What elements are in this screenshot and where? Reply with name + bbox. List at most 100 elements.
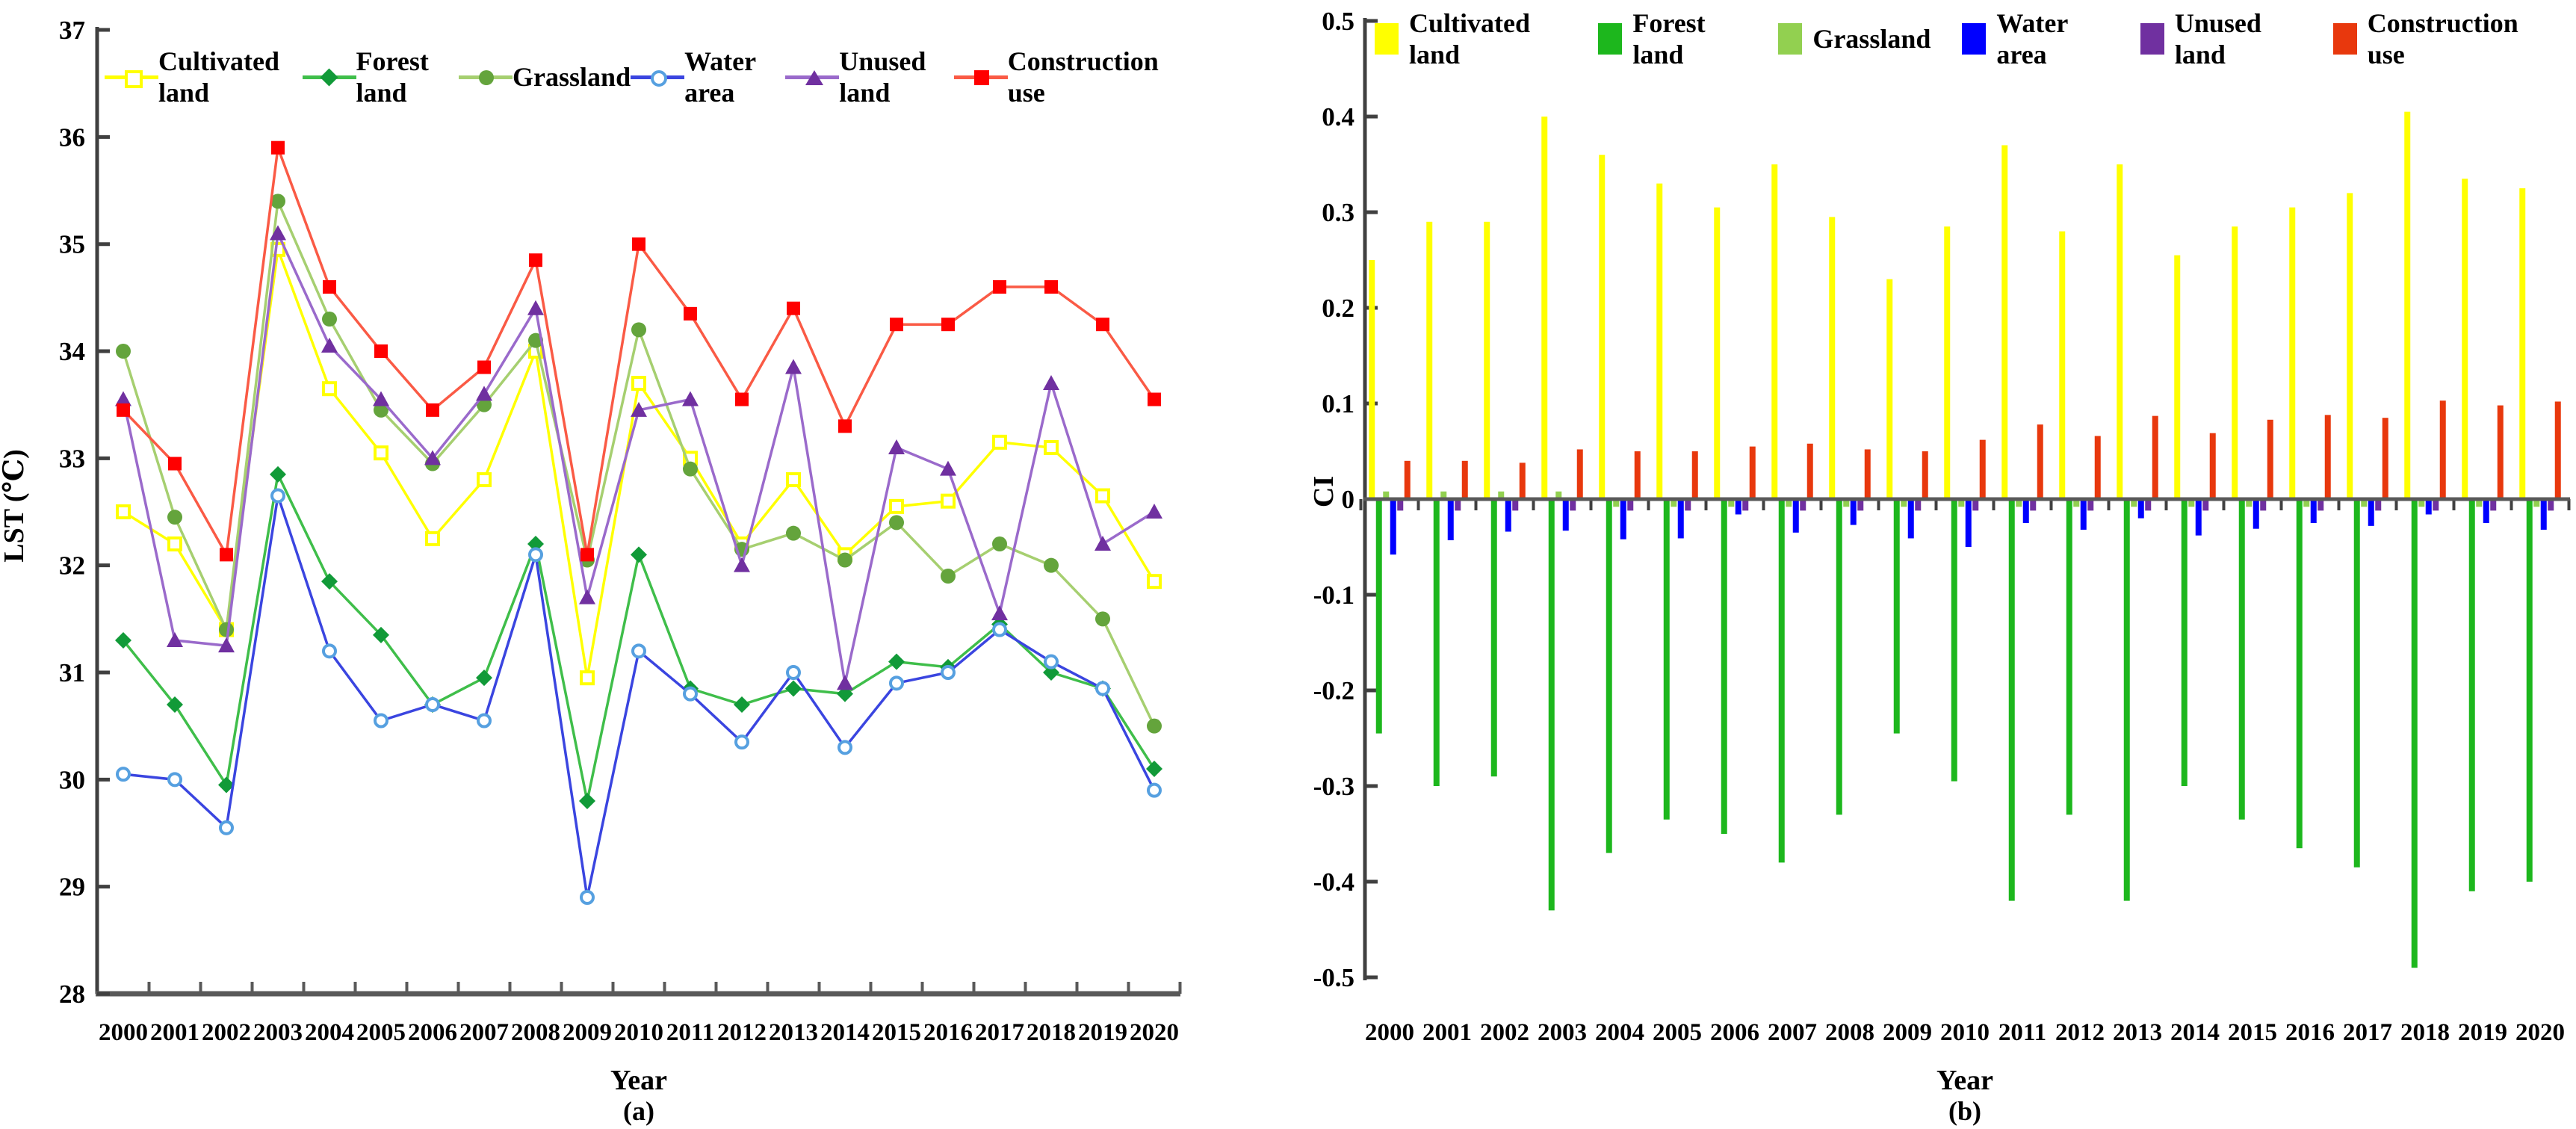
bar-water-area-2019 (2483, 499, 2489, 523)
point-forest-land-2020 (1146, 761, 1162, 778)
bar-grassland-2018 (2418, 499, 2425, 507)
svg-text:0.1: 0.1 (1322, 389, 1354, 418)
point-cultivated-land-2001 (167, 536, 182, 552)
bar-grassland-2004 (1613, 499, 1620, 507)
point-grassland-2015 (889, 515, 904, 531)
bar-water-area-2018 (2425, 499, 2432, 515)
legend-a-label-water-area: Water area (684, 46, 756, 108)
svg-text:2019: 2019 (1078, 1019, 1127, 1046)
bar-forest-land-2018 (2411, 499, 2418, 968)
point-water-area-2006 (425, 697, 440, 713)
legend-b-label-unused-land: Unused land (2174, 8, 2261, 69)
point-grassland-2011 (683, 461, 698, 477)
bar-cultivated-land-2016 (2289, 207, 2296, 499)
point-cultivated-land-2009 (580, 670, 595, 686)
svg-text:2013: 2013 (769, 1019, 818, 1046)
svg-text:2014: 2014 (2170, 1019, 2220, 1046)
bar-forest-land-2000 (1375, 499, 1382, 734)
bar-forest-land-2015 (2238, 499, 2245, 820)
bar-water-area-2014 (2195, 499, 2202, 536)
point-water-area-2002 (219, 820, 234, 835)
svg-text:2015: 2015 (872, 1019, 921, 1046)
bar-unused-land-2013 (2145, 499, 2152, 511)
bar-forest-land-2011 (2008, 499, 2015, 901)
svg-text:28: 28 (59, 980, 85, 1009)
bar-unused-land-2003 (1570, 499, 1576, 511)
bar-cultivated-land-2015 (2232, 226, 2238, 499)
svg-text:36: 36 (59, 123, 85, 152)
point-grassland-2007 (477, 397, 492, 412)
point-water-area-2009 (580, 890, 595, 906)
cultivated-land-swatch-icon (1375, 23, 1399, 55)
bar-forest-land-2012 (2066, 499, 2072, 815)
svg-text:34: 34 (59, 337, 85, 366)
grassland-swatch-icon (1778, 23, 1803, 55)
point-forest-land-2002 (218, 776, 235, 794)
svg-text:-0.2: -0.2 (1313, 676, 1354, 705)
point-water-area-2013 (786, 665, 801, 681)
svg-text:2016: 2016 (2285, 1019, 2335, 1046)
bar-water-area-2009 (1907, 499, 1914, 539)
point-unused-land-2005 (373, 391, 389, 406)
svg-text:29: 29 (59, 873, 85, 902)
bar-forest-land-2014 (2181, 499, 2188, 786)
bar-construction-use-2007 (1806, 443, 1813, 499)
svg-text:2017: 2017 (2343, 1019, 2392, 1046)
point-unused-land-2008 (527, 300, 544, 315)
svg-text:-0.4: -0.4 (1313, 867, 1354, 897)
svg-text:0.5: 0.5 (1322, 7, 1354, 36)
point-grassland-2010 (631, 322, 646, 338)
point-grassland-2003 (270, 194, 285, 209)
legend-a-item-cultivated-land: Cultivated land (105, 46, 303, 108)
bar-forest-land-2006 (1721, 499, 1727, 834)
point-cultivated-land-2005 (374, 445, 388, 461)
point-forest-land-2013 (785, 680, 802, 697)
bar-grassland-2013 (2131, 499, 2137, 507)
svg-text:2003: 2003 (253, 1019, 303, 1046)
bar-grassland-2014 (2188, 499, 2195, 507)
point-grassland-2013 (786, 525, 801, 541)
point-construction-use-2005 (374, 344, 388, 359)
point-construction-use-2015 (890, 318, 903, 332)
point-construction-use-2008 (529, 253, 542, 267)
point-construction-use-2002 (220, 548, 233, 562)
point-grassland-2020 (1147, 718, 1162, 734)
bar-construction-use-2020 (2554, 401, 2561, 499)
bar-grassland-2002 (1498, 491, 1505, 499)
bar-cultivated-land-2014 (2174, 255, 2181, 499)
bar-grassland-2006 (1728, 499, 1735, 507)
legend-panel-a: Cultivated land Forest land Grassland Water… (105, 46, 1165, 108)
point-unused-land-2009 (579, 589, 595, 604)
bar-construction-use-2002 (1519, 463, 1526, 499)
bar-forest-land-2009 (1893, 499, 1900, 734)
svg-text:2006: 2006 (1710, 1019, 1759, 1046)
svg-text:2011: 2011 (1998, 1019, 2046, 1046)
bar-grassland-2020 (2533, 499, 2540, 507)
forest-land-marker-icon (302, 62, 356, 92)
bar-cultivated-land-2018 (2404, 111, 2411, 500)
svg-text:2008: 2008 (1825, 1019, 1874, 1046)
bar-cultivated-land-2000 (1369, 260, 1375, 499)
point-forest-land-2009 (579, 793, 595, 810)
legend-b-item-construction-use: Construction use (2332, 7, 2540, 70)
bar-cultivated-land-2008 (1829, 217, 1836, 499)
svg-text:2005: 2005 (356, 1019, 406, 1046)
bar-unused-land-2016 (2318, 499, 2324, 511)
point-cultivated-land-2006 (425, 531, 440, 546)
point-construction-use-2016 (941, 318, 955, 332)
bar-grassland-2015 (2246, 499, 2253, 507)
construction-use-swatch-icon (2332, 23, 2357, 55)
bar-water-area-2004 (1620, 499, 1626, 539)
point-construction-use-2010 (632, 237, 645, 251)
svg-text:0.2: 0.2 (1322, 294, 1354, 323)
panel-caption-a: (a) (623, 1096, 654, 1126)
point-unused-land-2020 (1146, 504, 1162, 519)
point-water-area-2011 (683, 686, 698, 702)
bar-unused-land-2014 (2202, 499, 2209, 511)
legend-a-item-water-area: Water area (631, 46, 785, 108)
bar-unused-land-2008 (1857, 499, 1864, 511)
point-grassland-2000 (116, 344, 131, 359)
svg-text:2018: 2018 (1027, 1019, 1076, 1046)
bar-water-area-2003 (1562, 499, 1569, 531)
